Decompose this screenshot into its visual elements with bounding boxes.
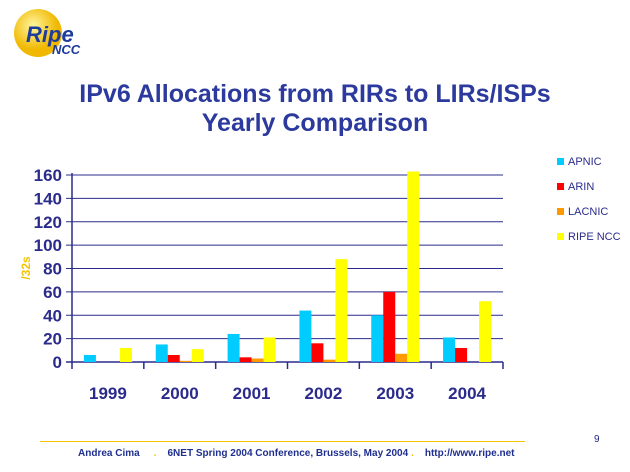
x-tick-label: 2004 <box>448 384 486 403</box>
bar-arin <box>311 343 324 362</box>
svg-text:Ripe: Ripe <box>26 22 74 47</box>
bar-arin <box>455 347 468 362</box>
bar-arin <box>167 354 180 362</box>
bar-apnic <box>83 354 96 362</box>
slide-title: IPv6 Allocations from RIRs to LIRs/ISPs … <box>0 80 630 138</box>
legend-swatch <box>557 208 564 215</box>
title-line-2: Yearly Comparison <box>201 109 429 137</box>
legend-label: APNIC <box>568 156 602 168</box>
bar-apnic <box>155 344 168 362</box>
bar-ripe-ncc <box>119 347 132 362</box>
footer: Andrea Cima . 6NET Spring 2004 Conferenc… <box>78 448 515 459</box>
legend-swatch <box>557 158 564 165</box>
x-tick-label: 2003 <box>376 384 414 403</box>
x-tick-label: 1999 <box>89 384 127 403</box>
y-tick-label: 160 <box>34 166 62 185</box>
footer-divider <box>40 441 525 442</box>
y-tick-label: 140 <box>34 189 62 208</box>
bar-ripe-ncc <box>335 259 348 362</box>
y-tick-label: 0 <box>53 353 62 372</box>
y-tick-label: 20 <box>43 330 62 349</box>
bar-ripe-ncc <box>263 337 276 362</box>
ripe-ncc-logo: Ripe NCC <box>14 9 81 57</box>
bar-apnic <box>443 337 456 362</box>
footer-author: Andrea Cima <box>78 448 140 459</box>
y-axis-label: /32s <box>19 256 33 280</box>
bar-arin <box>239 357 252 362</box>
bar-ripe-ncc <box>191 349 204 362</box>
x-tick-label: 2001 <box>233 384 271 403</box>
footer-url[interactable]: http://www.ripe.net <box>424 448 515 459</box>
svg-text:NCC: NCC <box>52 42 81 57</box>
legend-label: ARIN <box>568 181 594 193</box>
y-tick-label: 40 <box>43 306 62 325</box>
legend-swatch <box>557 233 564 240</box>
title-line-1: IPv6 Allocations from RIRs to LIRs/ISPs <box>79 80 551 108</box>
y-tick-label: 80 <box>43 260 62 279</box>
y-tick-label: 120 <box>34 213 62 232</box>
x-tick-label: 2000 <box>161 384 199 403</box>
legend-label: LACNIC <box>568 206 608 218</box>
bar-apnic <box>299 310 312 362</box>
footer-event: 6NET Spring 2004 Conference, Brussels, M… <box>167 448 409 459</box>
y-tick-label: 60 <box>43 283 62 302</box>
page-number: 9 <box>594 434 600 445</box>
legend-label: RIPE NCC <box>568 231 621 243</box>
bar-apnic <box>371 315 384 362</box>
y-tick-label: 100 <box>34 236 62 255</box>
bar-ripe-ncc <box>407 171 420 362</box>
bar-lacnic <box>179 360 192 362</box>
x-tick-label: 2002 <box>305 384 343 403</box>
bar-arin <box>383 291 396 362</box>
bar-lacnic <box>395 353 408 362</box>
legend-swatch <box>557 183 564 190</box>
bar-lacnic <box>323 359 336 362</box>
bar-lacnic <box>251 358 264 362</box>
bar-ripe-ncc <box>479 301 492 362</box>
bar-apnic <box>227 333 240 362</box>
